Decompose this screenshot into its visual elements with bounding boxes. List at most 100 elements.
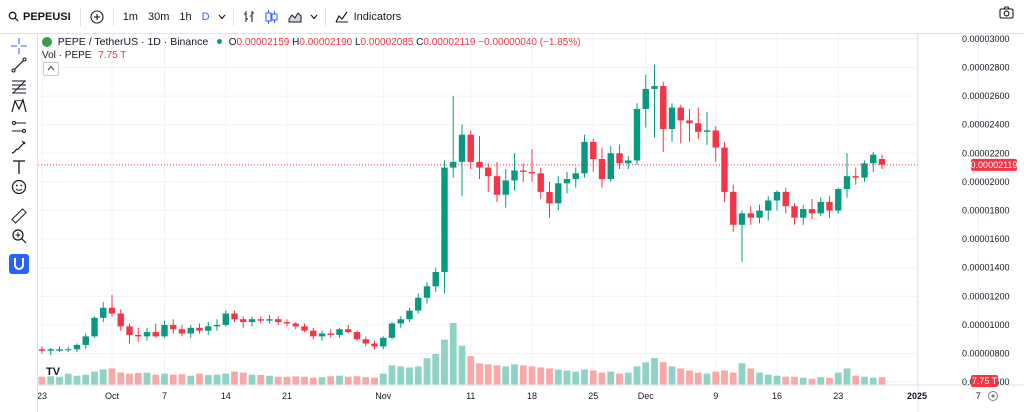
volume-bar	[519, 365, 527, 385]
collapse-legend-button[interactable]	[43, 62, 59, 76]
candle-body	[38, 349, 46, 351]
candle-body	[756, 210, 763, 218]
interval-1d[interactable]: D	[201, 10, 210, 23]
bar-type-button[interactable]	[238, 4, 260, 30]
candle-body	[257, 319, 264, 321]
volume-bar	[861, 376, 868, 385]
candle-body	[432, 272, 439, 287]
zoom-in-icon	[12, 229, 27, 244]
chart-type-dropdown[interactable]	[307, 4, 321, 30]
candle-body	[660, 86, 667, 129]
volume-bar	[222, 373, 230, 385]
price-chart[interactable]: 0.000006000.000008000.000010000.00001200…	[38, 34, 1024, 412]
time-tick-label: 2025	[907, 391, 927, 401]
candle-body	[397, 319, 404, 324]
price-tick-label: 0.00001600	[962, 234, 1010, 244]
area-type-button[interactable]	[283, 4, 307, 30]
symbol-search[interactable]: PEPEUSI	[0, 4, 76, 30]
candle-body	[721, 147, 728, 192]
measure-tool[interactable]	[9, 206, 29, 226]
compare-button[interactable]	[85, 4, 109, 30]
candle-body	[222, 313, 229, 325]
volume-bar	[187, 375, 195, 385]
gear-center	[991, 394, 995, 398]
trend-line-tool[interactable]	[9, 55, 29, 75]
volume-bar	[38, 376, 46, 385]
time-tick-label: 7	[976, 391, 981, 401]
text-tool[interactable]	[9, 157, 29, 177]
volume-bar	[82, 374, 90, 385]
projection-icon	[12, 121, 26, 133]
low-value: 0.00002085	[360, 37, 414, 48]
candle-body	[292, 323, 299, 327]
volume-bar	[694, 372, 702, 385]
volume-value: 7.75 T	[98, 50, 127, 61]
candle-body	[843, 176, 851, 190]
volume-bar	[528, 366, 536, 385]
volume-badge-text: 7.75 T	[972, 376, 998, 386]
separator	[112, 7, 114, 26]
candle-body	[590, 141, 597, 160]
time-tick-label: 7	[162, 391, 167, 401]
candles-type-button[interactable]	[260, 4, 283, 30]
indicators-icon	[335, 11, 348, 22]
emoji-tool[interactable]	[9, 177, 29, 197]
tradingview-logo[interactable]: TV	[46, 366, 61, 378]
volume-bar	[791, 376, 798, 385]
candle-body	[423, 286, 431, 298]
pepe-logo-icon[interactable]	[42, 37, 52, 48]
candle-body	[213, 324, 221, 327]
time-tick-label: Oct	[105, 391, 120, 401]
volume-label[interactable]: Vol · PEPE	[42, 50, 92, 61]
volume-legend: Vol · PEPE 7.75 T	[42, 50, 126, 61]
volume-bar	[738, 363, 746, 385]
interval-dropdown[interactable]	[215, 4, 229, 30]
brush-tool[interactable]	[9, 137, 29, 157]
candle-body	[231, 313, 238, 320]
candle-body	[178, 329, 186, 334]
zoom-tool[interactable]	[9, 226, 29, 246]
price-tick-label: 0.00001000	[962, 320, 1010, 330]
volume-bar	[869, 377, 877, 385]
volume-bar	[231, 371, 238, 385]
candle-body	[598, 159, 606, 180]
timezone-button[interactable]	[988, 391, 998, 401]
candle-body	[511, 170, 518, 181]
volume-bar	[344, 376, 352, 385]
volume-bar	[274, 376, 282, 385]
time-tick-label: 9	[713, 391, 718, 401]
indicators-button[interactable]: Indicators	[330, 4, 407, 30]
volume-bar	[406, 367, 413, 385]
candle-body	[82, 336, 89, 345]
interval-1h[interactable]: 1h	[179, 10, 192, 23]
magnet-tool[interactable]	[9, 254, 29, 274]
market-status-dot	[216, 39, 222, 45]
interval-1m[interactable]: 1m	[122, 10, 138, 23]
crosshair-tool[interactable]	[9, 36, 29, 56]
screenshot-button[interactable]	[999, 6, 1014, 22]
pattern-icon	[11, 98, 27, 113]
volume-bar	[633, 366, 641, 385]
candle-body	[520, 170, 527, 172]
symbol-title[interactable]: PEPE / TetherUS · 1D · Binance	[57, 36, 209, 48]
interval-30m[interactable]: 30m	[147, 10, 170, 23]
candle-body	[502, 180, 509, 195]
volume-bar	[554, 369, 562, 385]
forecast-tool[interactable]	[9, 117, 29, 137]
open-key: O	[228, 37, 237, 48]
volume-bar	[318, 377, 326, 385]
volume-badge-bg	[971, 375, 998, 387]
time-tick-label: Dec	[638, 391, 655, 401]
fib-tool[interactable]	[9, 76, 29, 96]
volume-bar	[99, 369, 107, 385]
candle-body	[458, 134, 466, 162]
price-tick-label: 0.00002000	[962, 177, 1010, 187]
volume-bar	[659, 362, 667, 385]
volume-bar	[773, 375, 781, 385]
pattern-tool[interactable]	[9, 96, 29, 116]
price-tick-label: 0.00001400	[962, 263, 1010, 273]
time-axis[interactable]: 23Oct71421Nov111825Dec916232025713	[38, 391, 1024, 401]
volume-bar	[292, 376, 300, 385]
candle-body	[143, 332, 151, 337]
candles	[38, 64, 886, 355]
